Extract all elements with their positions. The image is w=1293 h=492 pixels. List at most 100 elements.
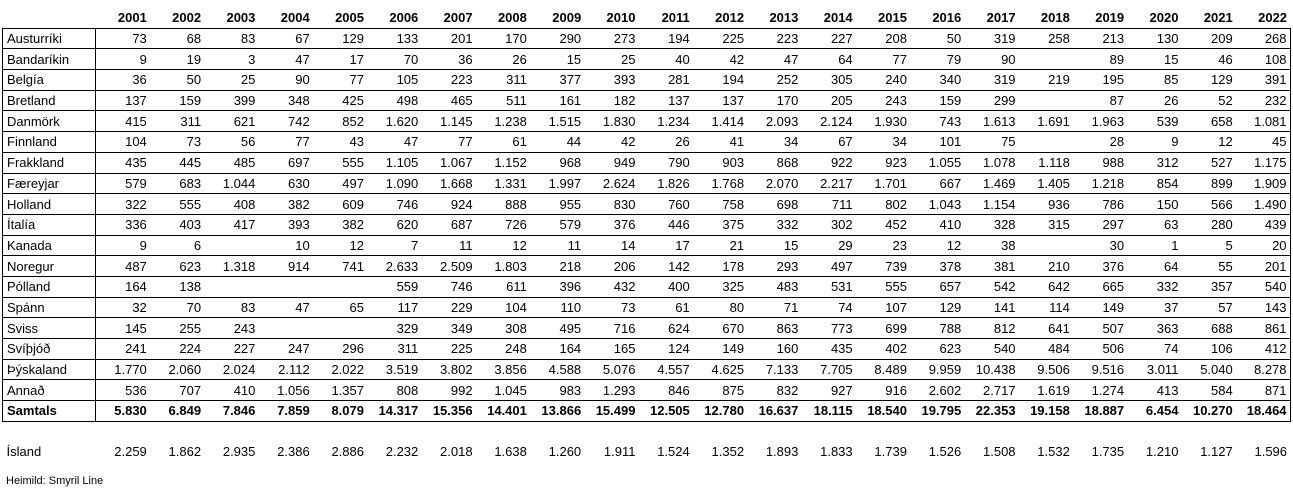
value-cell-2015: 699	[855, 317, 910, 339]
row-label: Pólland	[2, 276, 96, 298]
value-cell-2005: 1.357	[312, 379, 367, 402]
value-cell-2015: 18.540	[855, 400, 910, 422]
value-cell-2010: 42	[584, 131, 639, 153]
row-label: Finnland	[2, 131, 96, 153]
row-label: Frakkland	[2, 152, 96, 174]
value-cell-2020: 1.210	[1145, 444, 1179, 460]
country-row: Annað 536 707 410 1.056 1.357 808 992 1.045 983 1.…	[2, 379, 1291, 402]
iceland-row: Ísland 2.259 1.862 2.935 2.386 2.886 2.232 2.01…	[3, 442, 1291, 462]
row-label: Ítalía	[2, 214, 96, 236]
year-header-2016: 2016	[909, 8, 965, 29]
value-cell-2019: 507	[1072, 317, 1128, 339]
value-cell-2009: 161	[529, 90, 585, 112]
value-cell-2022: 861	[1235, 317, 1291, 339]
value-cell-2020: 85	[1127, 69, 1182, 91]
value-cell-2012: 41	[692, 131, 748, 153]
value-cell-2004: 2.386	[277, 444, 310, 460]
value-cell-2022: 45	[1235, 131, 1291, 153]
value-cell-2020: 130	[1127, 28, 1182, 50]
value-cell-2007: 11	[421, 235, 476, 257]
value-cell-2020: 539	[1127, 110, 1182, 133]
value-cell-2009: 1.515	[529, 110, 585, 133]
value-cell-2019: 506	[1072, 338, 1128, 360]
value-cell-2012: 325	[692, 276, 748, 298]
year-header-2019: 2019	[1072, 8, 1128, 29]
value-cell-2006: 7	[366, 235, 422, 257]
value-cell-2001: 137	[95, 90, 150, 112]
value-cell-2002: 683	[149, 173, 205, 195]
value-cell-2009: 579	[529, 214, 585, 236]
value-cell-2007: 746	[421, 276, 476, 298]
value-cell-2007: 77	[421, 131, 476, 153]
value-cell-2004: 247	[258, 338, 313, 360]
value-cell-2011: 40	[638, 48, 693, 71]
value-cell-2019: 1.218	[1072, 173, 1128, 195]
value-cell-2012: 1.414	[692, 110, 748, 133]
value-cell-2021: 1.127	[1200, 444, 1233, 460]
value-cell-2011: 142	[638, 255, 693, 277]
value-cell-2001: 36	[95, 69, 150, 91]
value-cell-2007: 924	[421, 193, 476, 215]
value-cell-2001: 487	[95, 255, 150, 277]
value-cell-2017: 299	[964, 90, 1019, 112]
value-cell-2004: 914	[258, 255, 313, 277]
value-cell-2018: 1.619	[1018, 379, 1073, 402]
value-cell-2018	[1018, 48, 1073, 71]
value-cell-2004: 393	[258, 214, 313, 236]
value-cell-2003: 83	[204, 28, 259, 50]
value-cell-2008: 311	[475, 69, 530, 91]
value-cell-2009: 44	[529, 131, 585, 153]
value-cell-2016: 101	[909, 131, 965, 153]
value-cell-2016: 743	[909, 110, 965, 133]
value-cell-2005: 12	[312, 235, 367, 257]
value-cell-2007: 225	[421, 338, 476, 360]
value-cell-2014: 497	[801, 255, 856, 277]
value-cell-2018: 1.118	[1018, 152, 1073, 174]
value-cell-2006: 620	[366, 214, 422, 236]
value-cell-2019: 87	[1072, 90, 1128, 112]
value-cell-2015: 240	[855, 69, 910, 91]
value-cell-2015: 1.930	[855, 110, 910, 133]
value-cell-2014: 711	[801, 193, 856, 215]
value-cell-2009: 955	[529, 193, 585, 215]
value-cell-2020: 363	[1127, 317, 1182, 339]
value-cell-2012: 670	[692, 317, 748, 339]
year-header-2013: 2013	[747, 8, 802, 29]
value-cell-2013: 293	[747, 255, 802, 277]
value-cell-2007: 992	[421, 379, 476, 402]
value-cell-2018: 114	[1018, 297, 1073, 319]
value-cell-2013: 160	[747, 338, 802, 360]
value-cell-2020: 3.011	[1127, 359, 1182, 381]
value-cell-2003: 485	[204, 152, 259, 174]
value-cell-2009: 377	[529, 69, 585, 91]
value-cell-2008: 3.856	[475, 359, 530, 381]
value-cell-2005: 8.079	[312, 400, 367, 422]
value-cell-2020: 150	[1127, 193, 1182, 215]
value-cell-2021: 899	[1181, 173, 1236, 195]
row-label: Svíþjóð	[2, 338, 96, 360]
value-cell-2010: 949	[584, 152, 639, 174]
value-cell-2018	[1018, 131, 1073, 153]
value-cell-2008: 1.152	[475, 152, 530, 174]
value-cell-2012: 1.352	[711, 444, 745, 460]
value-cell-2008: 12	[475, 235, 530, 257]
passenger-statistics-table: 2001 2002 2003 2004 2005 2006 2007 2008 2009 2010…	[2, 8, 1291, 462]
value-cell-2022: 412	[1235, 338, 1291, 360]
value-cell-2001: 9	[95, 235, 150, 257]
value-cell-2018: 258	[1018, 28, 1073, 50]
value-cell-2005: 555	[312, 152, 367, 174]
value-cell-2018: 936	[1018, 193, 1073, 215]
value-cell-2011: 400	[638, 276, 693, 298]
value-cell-2004	[258, 276, 313, 298]
value-cell-2014: 2.217	[801, 173, 856, 195]
value-cell-2015: 23	[855, 235, 910, 257]
value-cell-2003: 2.935	[222, 444, 256, 460]
value-cell-2015: 802	[855, 193, 910, 215]
value-cell-2016: 129	[909, 297, 965, 319]
value-cell-2005: 129	[312, 28, 367, 50]
value-cell-2020: 15	[1127, 48, 1182, 71]
value-cell-2022: 1.175	[1235, 152, 1291, 174]
value-cell-2011: 17	[638, 235, 693, 257]
row-label: Ísland	[6, 444, 42, 460]
value-cell-2017: 22.353	[964, 400, 1019, 422]
